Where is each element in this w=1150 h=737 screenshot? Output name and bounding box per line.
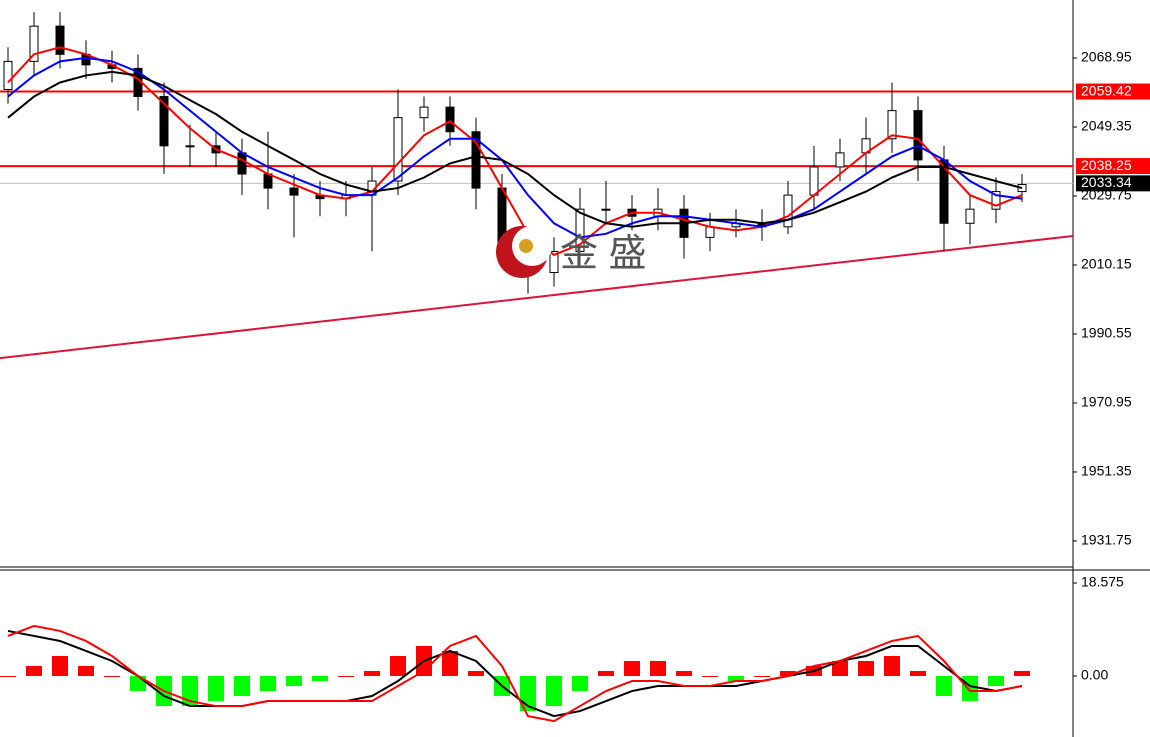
level-label-bg (1076, 175, 1150, 192)
histogram-bar (0, 676, 16, 678)
level-label: 2033.34 (1081, 174, 1132, 190)
histogram-bar (208, 676, 224, 702)
candle-body (783, 194, 793, 228)
level-label-bg (1076, 83, 1150, 100)
histogram-bar (390, 655, 406, 677)
candle-body (159, 96, 169, 147)
candle-body (575, 208, 585, 252)
histogram-bar (936, 676, 952, 697)
histogram-bar (546, 676, 562, 707)
ma-line (7, 46, 1023, 257)
ma-line (7, 629, 1023, 718)
histogram-bar (624, 660, 640, 677)
histogram-bar (728, 676, 744, 682)
histogram-bar (598, 671, 614, 677)
histogram-bar (832, 660, 848, 677)
histogram-bar (650, 660, 666, 677)
candle-body (29, 25, 39, 62)
candle-body (991, 191, 1001, 210)
y-tick-label: 2029.75 (1081, 187, 1132, 203)
histogram-bar (442, 650, 458, 677)
watermark: 金 盛 (496, 226, 647, 278)
candle-body (835, 152, 845, 168)
candle-body (289, 187, 299, 196)
watermark-text: 金 盛 (560, 233, 647, 275)
histogram-bar (260, 676, 276, 692)
candle-body (55, 25, 65, 55)
candle-body (809, 166, 819, 196)
histogram-bar (988, 676, 1004, 687)
ma-line (7, 70, 1023, 228)
ma-line (7, 56, 1023, 239)
y-tick-label: 2010.15 (1081, 256, 1132, 272)
y-tick-label: 1931.75 (1081, 532, 1132, 548)
logo-ball (519, 239, 533, 253)
histogram-bar (884, 655, 900, 677)
histogram-bar (572, 676, 588, 692)
histogram-bar (338, 676, 354, 678)
histogram-bar (858, 660, 874, 677)
histogram-bar (26, 665, 42, 677)
candle-body (549, 250, 559, 274)
y-tick-label: 2049.35 (1081, 118, 1132, 134)
histogram-bar (676, 671, 692, 677)
y-tick-label: 1990.55 (1081, 325, 1132, 341)
level-label: 2059.42 (1081, 82, 1132, 98)
candle-body (887, 110, 897, 140)
histogram-bar (78, 665, 94, 677)
histogram-bar (364, 671, 380, 677)
candle-body (601, 208, 611, 211)
histogram-bar (702, 676, 718, 678)
candle-body (3, 60, 13, 91)
level-label-bg (1076, 158, 1150, 175)
ma-line (7, 624, 1023, 723)
y-tick-label: 1951.35 (1081, 463, 1132, 479)
candle-body (237, 152, 247, 175)
histogram-bar (754, 676, 770, 678)
histogram-bar (104, 676, 120, 678)
histogram-bar (468, 671, 484, 677)
histogram-bar (286, 676, 302, 687)
y-tick-label: 18.575 (1081, 574, 1124, 590)
histogram-bar (780, 671, 796, 677)
trendline (0, 234, 1074, 360)
y-tick-label: 2068.95 (1081, 49, 1132, 65)
candle-body (705, 226, 715, 238)
candle-body (419, 106, 429, 119)
candle-body (965, 208, 975, 224)
candle-body (185, 145, 195, 148)
histogram-bar (52, 655, 68, 677)
histogram-bar (1014, 671, 1030, 677)
candle-body (471, 131, 481, 189)
histogram-bar (910, 671, 926, 677)
level-label: 2038.25 (1081, 157, 1132, 173)
histogram-bar (234, 676, 250, 697)
histogram-bar (312, 676, 328, 682)
candle-body (913, 110, 923, 161)
candle-body (393, 117, 403, 182)
y-tick-label: 0.00 (1081, 667, 1108, 683)
candle-body (445, 106, 455, 133)
histogram-bar (962, 676, 978, 702)
y-tick-label: 1970.95 (1081, 394, 1132, 410)
